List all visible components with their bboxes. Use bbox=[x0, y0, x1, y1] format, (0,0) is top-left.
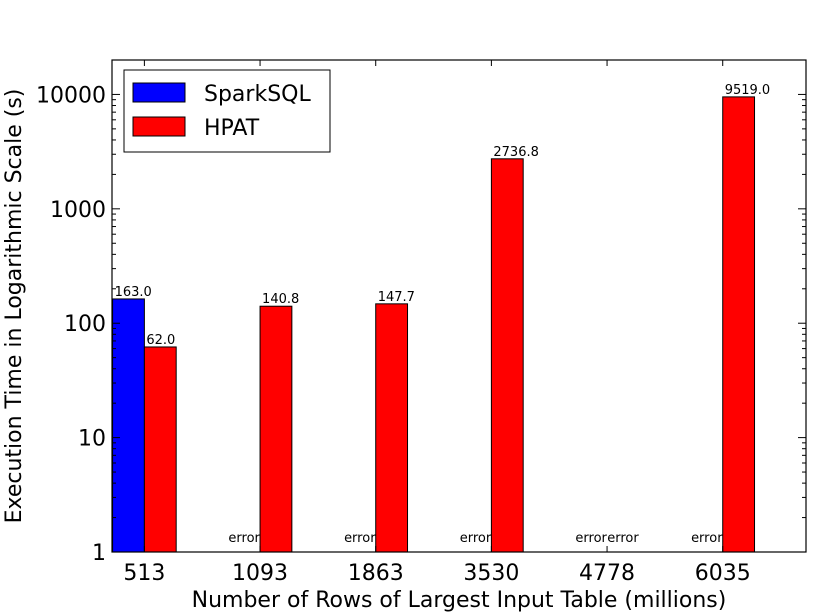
legend-label-sparksql: SparkSQL bbox=[204, 82, 311, 107]
bar-hpat-1863 bbox=[375, 303, 409, 553]
error-label-sparksql-3530: error bbox=[460, 531, 492, 546]
bars-layer bbox=[112, 96, 756, 553]
ticks-layer bbox=[112, 59, 806, 553]
data-label-hpat-3530: 2736.8 bbox=[493, 145, 539, 160]
x-tick-label: 1093 bbox=[232, 561, 288, 586]
x-tick-label: 3530 bbox=[463, 561, 519, 586]
x-tick-label: 513 bbox=[123, 561, 165, 586]
error-label-sparksql-6035: error bbox=[691, 531, 723, 546]
data-label-sparksql-513: 163.0 bbox=[115, 285, 152, 300]
bar-hpat-6035 bbox=[722, 96, 756, 553]
data-labels-layer: 163.0 62.0 error 140.8 error 147.7 error 2736.8… bbox=[115, 83, 771, 546]
tick-labels-layer: 513 1093 1863 3530 4778 6035 1 10 100 1000 10000 bbox=[36, 83, 751, 586]
legend-swatch-hpat bbox=[132, 116, 186, 137]
data-label-hpat-513: 62.0 bbox=[146, 333, 175, 348]
x-tick-label: 6035 bbox=[695, 561, 751, 586]
error-label-sparksql-4778: error bbox=[575, 531, 607, 546]
data-label-hpat-6035: 9519.0 bbox=[725, 83, 771, 98]
error-label-sparksql-1093: error bbox=[228, 531, 260, 546]
y-axis-label: Execution Time in Logarithmic Scale (s) bbox=[2, 89, 27, 524]
bar-hpat-1093 bbox=[259, 305, 293, 553]
data-label-hpat-1093: 140.8 bbox=[262, 292, 299, 307]
y-tick-label: 10 bbox=[78, 427, 106, 452]
error-label-hpat-4778: error bbox=[607, 531, 639, 546]
legend-swatch-sparksql bbox=[132, 82, 186, 103]
legend: SparkSQL HPAT bbox=[123, 69, 331, 153]
y-tick-label: 1000 bbox=[50, 198, 106, 223]
bar-hpat-3530 bbox=[490, 158, 524, 553]
y-tick-label: 10000 bbox=[36, 83, 106, 108]
bar-sparksql-513 bbox=[112, 298, 145, 553]
plot-frame bbox=[111, 59, 807, 553]
y-tick-label: 1 bbox=[92, 541, 106, 566]
x-tick-label: 4778 bbox=[579, 561, 635, 586]
data-label-hpat-1863: 147.7 bbox=[378, 290, 415, 305]
y-tick-label: 100 bbox=[64, 312, 106, 337]
x-tick-label: 1863 bbox=[348, 561, 404, 586]
error-label-sparksql-1863: error bbox=[344, 531, 376, 546]
legend-label-hpat: HPAT bbox=[204, 116, 260, 141]
bar-hpat-513 bbox=[143, 346, 177, 553]
x-axis-label: Number of Rows of Largest Input Table (m… bbox=[192, 588, 727, 613]
